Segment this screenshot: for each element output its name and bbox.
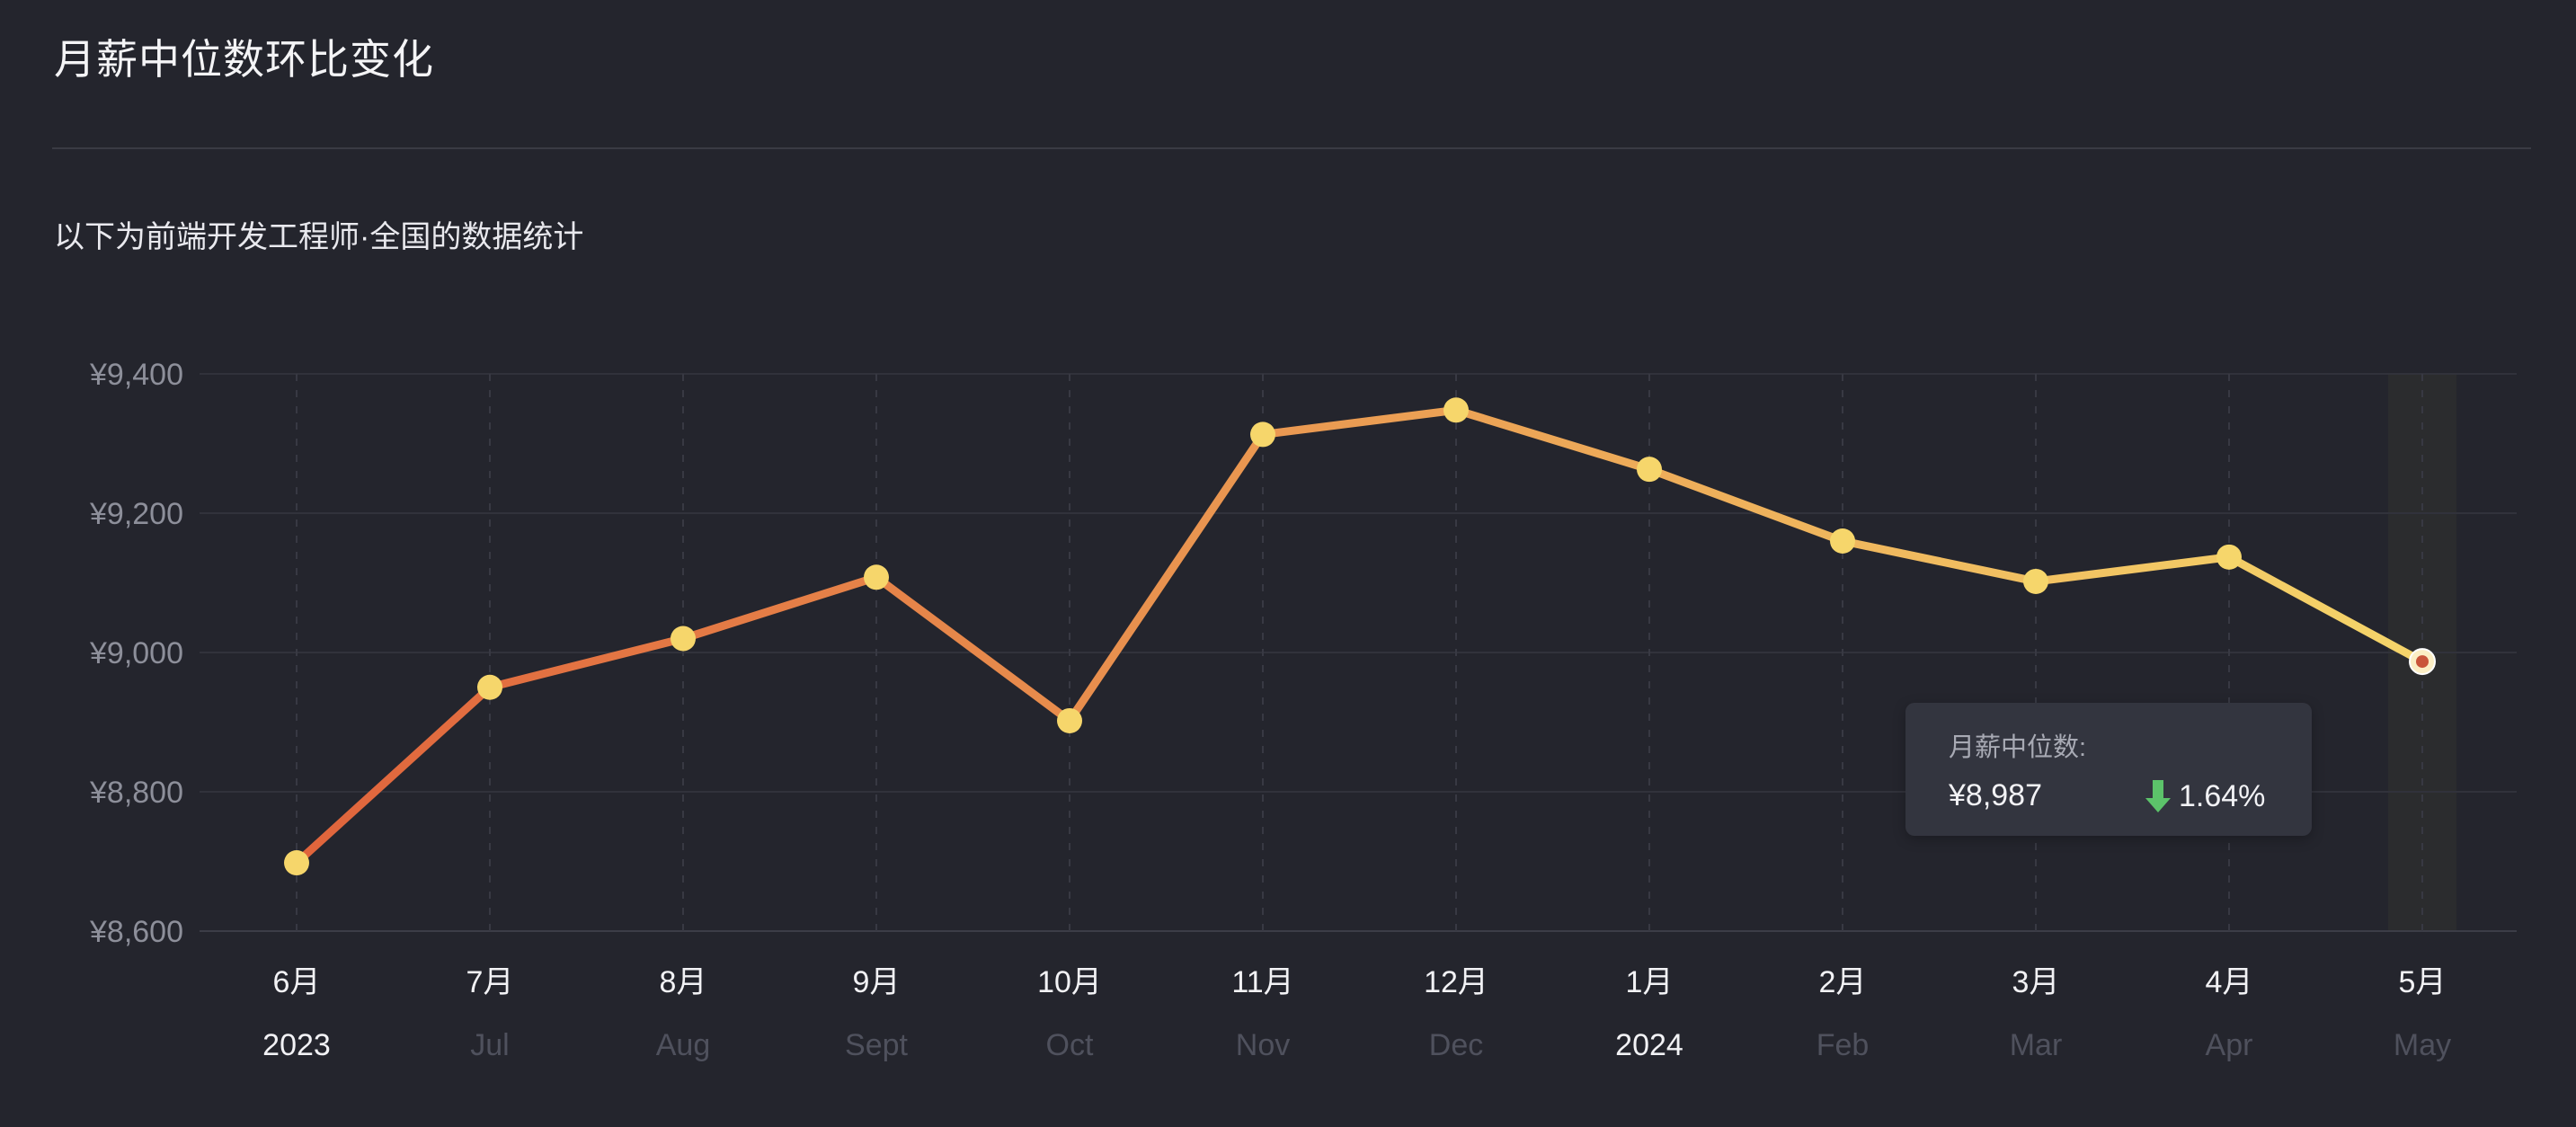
page-title: 月薪中位数环比变化: [54, 36, 434, 83]
data-point[interactable]: [864, 564, 889, 590]
data-point[interactable]: [2216, 544, 2242, 570]
x-month-sublabel: Nov: [1236, 1028, 1290, 1062]
chart-subtitle: 以下为前端开发工程师·全国的数据统计: [54, 220, 584, 254]
down-arrow-icon: [2145, 780, 2171, 812]
y-tick-label: ¥9,200: [89, 497, 183, 531]
series-line: [292, 405, 2427, 867]
data-point[interactable]: [2023, 568, 2048, 594]
y-tick-label: ¥8,600: [89, 915, 183, 949]
x-month-sublabel: Oct: [1046, 1028, 1094, 1062]
data-point[interactable]: [1057, 707, 1082, 733]
x-tick-label: 12月: [1424, 965, 1488, 999]
x-month-sublabel: Mar: [2010, 1028, 2063, 1062]
data-point-active-core: [2416, 655, 2429, 669]
y-tick-label: ¥9,400: [89, 358, 183, 392]
x-month-sublabel: Dec: [1429, 1028, 1483, 1062]
x-year-label: 2024: [1615, 1028, 1683, 1062]
y-tick-label: ¥9,000: [89, 636, 183, 670]
tooltip-value: ¥8,987: [1949, 778, 2042, 812]
x-tick-label: 8月: [660, 965, 707, 999]
data-point[interactable]: [477, 674, 502, 700]
x-month-sublabel: May: [2394, 1028, 2451, 1062]
x-tick-label: 1月: [1626, 965, 1674, 999]
x-tick-label: 7月: [466, 965, 514, 999]
data-point[interactable]: [1443, 397, 1469, 423]
x-tick-label: 6月: [273, 965, 321, 999]
x-month-sublabel: Aug: [656, 1028, 711, 1062]
tooltip-change: 1.64%: [2145, 778, 2265, 814]
y-tick-label: ¥8,800: [89, 776, 183, 810]
x-month-sublabel: Apr: [2206, 1028, 2253, 1062]
data-point[interactable]: [1830, 528, 1855, 554]
x-month-sublabel: Feb: [1817, 1028, 1870, 1062]
x-tick-label: 10月: [1037, 965, 1102, 999]
x-month-sublabel: Jul: [470, 1028, 509, 1062]
chart-tooltip: 月薪中位数: ¥8,987 1.64%: [1905, 703, 2312, 836]
x-tick-label: 5月: [2399, 965, 2447, 999]
data-point[interactable]: [1250, 422, 1275, 448]
tooltip-label: 月薪中位数:: [1949, 733, 2087, 762]
x-tick-label: 11月: [1231, 965, 1293, 999]
x-tick-label: 9月: [853, 965, 901, 999]
data-point[interactable]: [671, 626, 696, 652]
x-tick-label: 2月: [1819, 965, 1867, 999]
tooltip-change-value: 1.64%: [2179, 778, 2266, 813]
data-point[interactable]: [284, 850, 309, 876]
x-year-label: 2023: [262, 1028, 331, 1062]
data-point[interactable]: [1637, 457, 1662, 483]
x-tick-label: 3月: [2012, 965, 2060, 999]
x-month-sublabel: Sept: [845, 1028, 908, 1062]
header-divider: [52, 147, 2531, 149]
x-tick-label: 4月: [2206, 965, 2253, 999]
